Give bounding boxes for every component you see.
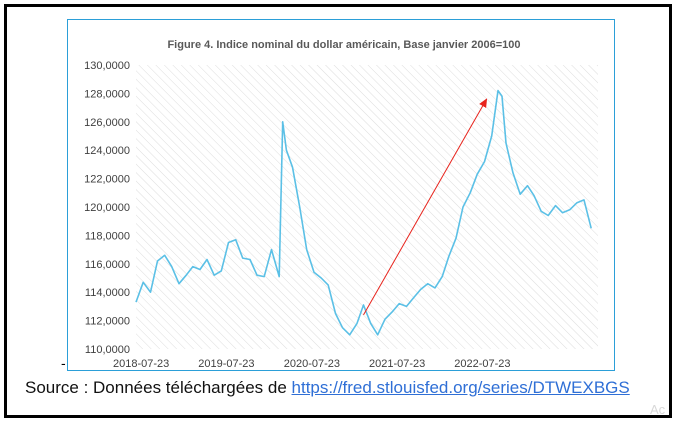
plot-area: [136, 65, 598, 349]
y-tick-label: 124,0000: [84, 145, 130, 157]
screenshot-frame: Figure 4. Indice nominal du dollar améri…: [4, 4, 672, 418]
source-link[interactable]: https://fred.stlouisfed.org/series/DTWEX…: [291, 378, 630, 397]
y-tick-label: 112,0000: [85, 316, 130, 328]
source-prefix: Source : Données téléchargées de: [25, 378, 292, 397]
y-tick-label: 110,0000: [85, 344, 130, 356]
watermark: Ac: [650, 402, 666, 417]
y-tick-label: 116,0000: [85, 259, 130, 271]
y-axis: 130,0000 128,0000 126,0000 124,0000 122,0000…: [84, 60, 130, 356]
stray-dash: -: [61, 355, 66, 371]
chart-title: Figure 4. Indice nominal du dollar améri…: [167, 39, 520, 51]
y-tick-label: 122,0000: [84, 174, 130, 186]
chart-svg: Figure 4. Indice nominal du dollar améri…: [84, 39, 598, 370]
y-tick-label: 114,0000: [85, 287, 130, 299]
y-tick-label: 130,0000: [84, 60, 130, 72]
y-tick-label: 118,0000: [85, 230, 130, 242]
y-tick-label: 120,0000: [84, 202, 130, 214]
series-line: [135, 89, 592, 336]
source-note: Source : Données téléchargées de https:/…: [25, 378, 630, 398]
x-axis: 2018-07-23 2019-07-23 2020-07-23 2021-07-23…: [113, 358, 511, 370]
x-tick-label: 2019-07-23: [198, 358, 254, 370]
x-tick-label: 2022-07-23: [454, 358, 510, 370]
y-tick-label: 128,0000: [84, 88, 130, 100]
y-tick-label: 126,0000: [84, 117, 130, 129]
trend-arrow: [363, 98, 488, 316]
chart-container: Figure 4. Indice nominal du dollar améri…: [67, 19, 615, 371]
x-tick-label: 2020-07-23: [284, 358, 340, 370]
x-tick-label: 2021-07-23: [369, 358, 425, 370]
x-tick-label: 2018-07-23: [113, 358, 169, 370]
